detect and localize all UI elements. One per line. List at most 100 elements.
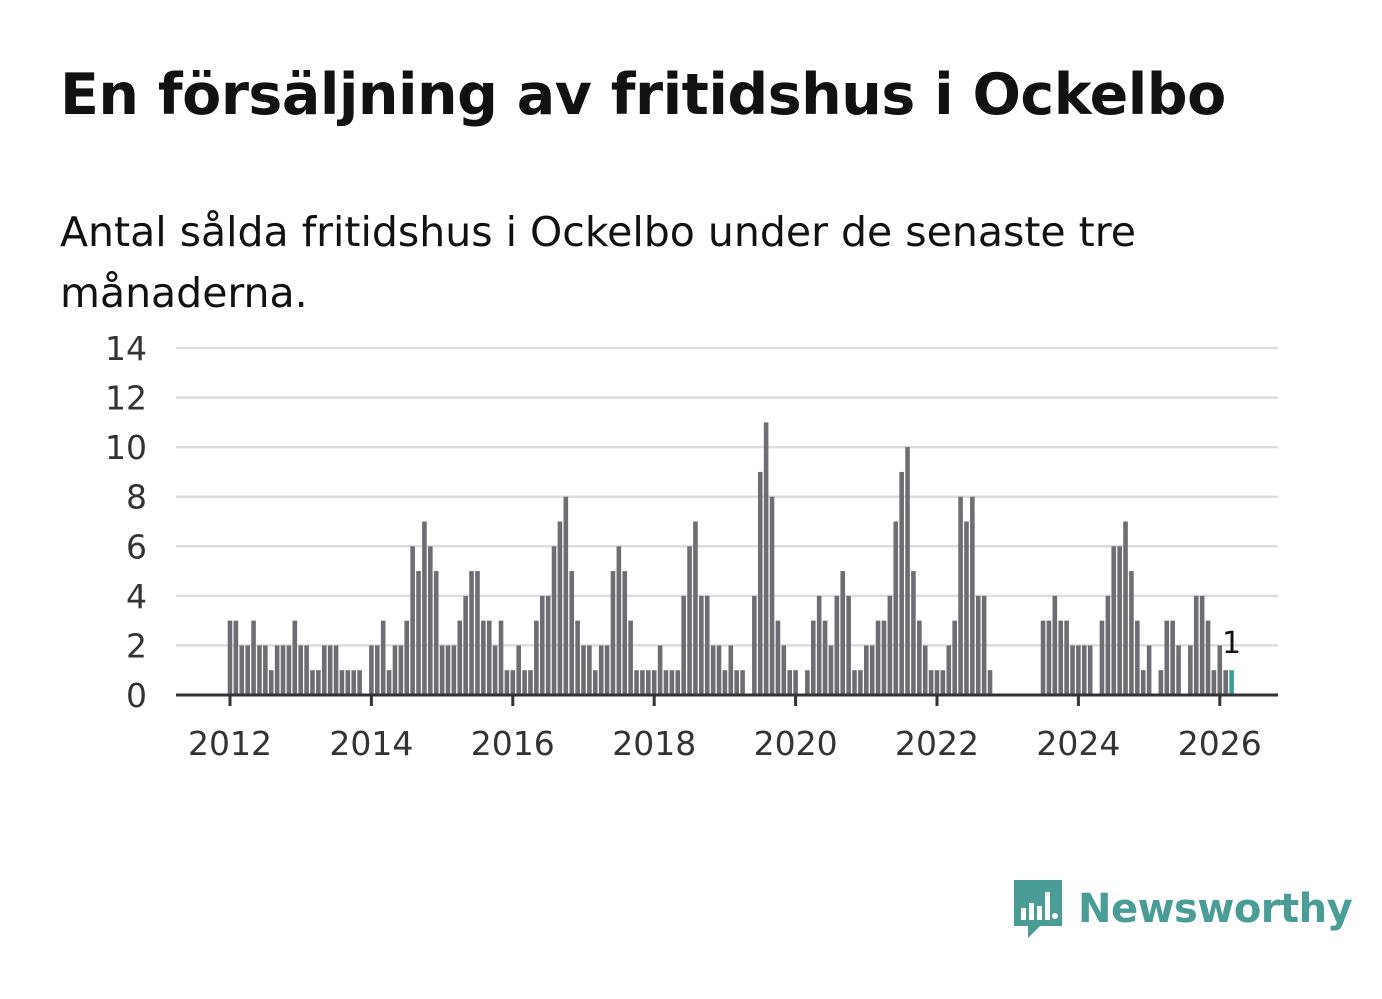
y-tick-label: 4 [126, 577, 147, 616]
bar [1105, 595, 1111, 695]
bar [899, 471, 904, 695]
bar [251, 620, 256, 695]
highlighted-bar [1229, 670, 1234, 695]
bar [274, 645, 280, 695]
bar [964, 521, 969, 695]
bar [298, 645, 303, 695]
bar [398, 645, 404, 695]
bar [651, 670, 657, 695]
bar [439, 645, 445, 695]
bar [528, 670, 533, 695]
bar [1135, 620, 1140, 695]
bar [481, 620, 486, 695]
bar [339, 670, 345, 695]
bar [357, 670, 362, 695]
bar [428, 546, 433, 695]
bar [828, 645, 834, 695]
bar [834, 595, 840, 695]
bar [634, 670, 639, 695]
bar [958, 496, 963, 695]
bar [292, 620, 298, 695]
bars [227, 422, 1234, 695]
bar [699, 595, 704, 695]
bar [846, 595, 851, 695]
bar [1193, 595, 1199, 695]
highlighted-value-label: 1 [1222, 626, 1241, 661]
bar [416, 571, 421, 695]
bar [787, 670, 793, 695]
bar [628, 620, 633, 695]
bar [516, 645, 521, 695]
bar [522, 670, 527, 695]
bar [386, 670, 392, 695]
bar [1064, 620, 1069, 695]
bar [657, 645, 663, 695]
bar [422, 521, 427, 695]
newsworthy-chart-bubble-icon [1014, 880, 1062, 938]
bar [545, 595, 551, 695]
bar [875, 620, 881, 695]
bar [1081, 645, 1087, 695]
x-tick-label: 2016 [471, 724, 555, 763]
bar [380, 620, 386, 695]
newsworthy-logo: Newsworthy [1010, 876, 1353, 942]
brand-name: Newsworthy [1078, 886, 1353, 932]
bar [763, 422, 769, 695]
bar [616, 546, 622, 695]
bar [374, 645, 380, 695]
bar [928, 670, 934, 695]
bar [463, 595, 468, 695]
bar [757, 471, 763, 695]
bar [321, 645, 327, 695]
bar [1099, 620, 1105, 695]
bar [310, 670, 315, 695]
bar [304, 645, 309, 695]
bar [410, 546, 415, 695]
bar [1087, 645, 1093, 695]
bar [457, 620, 463, 695]
bar [1076, 645, 1081, 695]
y-tick-label: 10 [105, 428, 147, 467]
x-tick-label: 2022 [895, 724, 979, 763]
bar [1146, 645, 1152, 695]
bar [280, 645, 286, 695]
bar [852, 670, 857, 695]
bar [257, 645, 262, 695]
bar [1205, 620, 1211, 695]
bar [881, 620, 887, 695]
bar [858, 670, 863, 695]
bar [887, 595, 893, 695]
bar [869, 645, 875, 695]
bar [722, 670, 728, 695]
bar [646, 670, 651, 695]
bar [587, 645, 592, 695]
bar [805, 670, 810, 695]
bar [268, 670, 274, 695]
bar [1140, 670, 1146, 695]
y-tick-label: 2 [126, 626, 147, 665]
bar [1217, 645, 1223, 695]
y-tick-label: 8 [126, 478, 147, 517]
bar [392, 645, 398, 695]
bar [286, 645, 292, 695]
bar [245, 645, 250, 695]
bar [263, 645, 268, 695]
bar [469, 571, 474, 695]
x-tick-label: 2018 [612, 724, 696, 763]
bar [1164, 620, 1170, 695]
y-tick-label: 0 [126, 676, 147, 715]
x-tick-label: 2014 [329, 724, 413, 763]
bar [987, 670, 993, 695]
bar [316, 670, 321, 695]
bar [1223, 670, 1228, 695]
bar [952, 620, 957, 695]
bar [693, 521, 698, 695]
bar [710, 645, 716, 695]
bar [687, 546, 692, 695]
bar [1176, 645, 1181, 695]
bar [551, 546, 557, 695]
x-tick-label: 2012 [188, 724, 272, 763]
bar [1111, 546, 1117, 695]
y-tick-label: 12 [105, 379, 147, 418]
bar [569, 571, 575, 695]
